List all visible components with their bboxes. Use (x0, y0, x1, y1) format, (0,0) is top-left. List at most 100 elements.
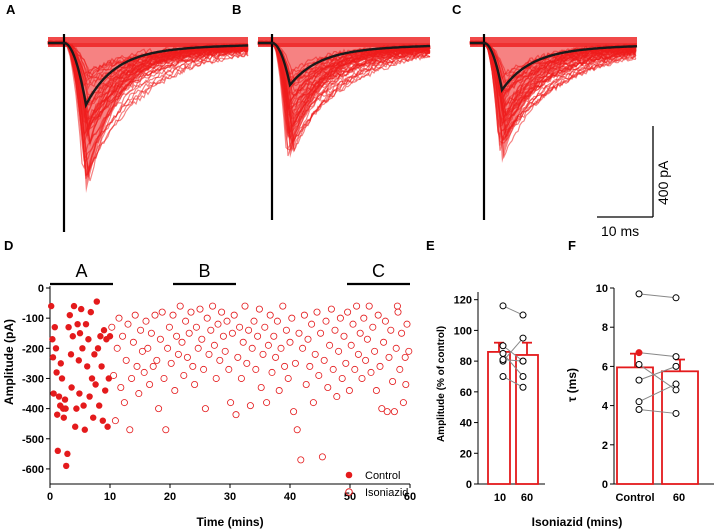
isoniazid-point (183, 353, 191, 361)
isoniazid-point (214, 320, 222, 328)
panel-d-y-tick-label: -200 (22, 343, 44, 355)
isoniazid-point (230, 311, 238, 319)
isoniazid-point (308, 320, 316, 328)
isoniazid-point (113, 344, 121, 352)
control-point (67, 351, 75, 358)
control-point (90, 414, 97, 421)
panel-d-xlabel: Time (mins) (196, 515, 263, 529)
control-point (85, 336, 92, 343)
isoniazid-point (207, 326, 215, 334)
panel-e-y-tick-label: 20 (460, 448, 472, 460)
control-point (50, 390, 57, 397)
panel-d-y-tick-label: -600 (22, 464, 44, 476)
isoniazid-point (246, 402, 254, 410)
isoniazid-point (374, 311, 382, 319)
isoniazid-point (338, 374, 346, 382)
isoniazid-point (144, 344, 152, 352)
isoniazid-point (164, 344, 172, 352)
scale-bar-amplitude-label: 400 pA (655, 160, 671, 205)
panel-f-bar (616, 366, 654, 485)
isoniazid-point (245, 326, 253, 334)
control-point (86, 393, 93, 400)
isoniazid-point (376, 362, 384, 370)
panel-f-pair-line (638, 364, 677, 391)
panel-label-c: C (452, 2, 462, 17)
panel-e-ylabel: Amplitude (% of control) (436, 326, 447, 442)
control-point (60, 414, 67, 421)
isoniazid-point (243, 359, 251, 367)
isoniazid-point (151, 311, 159, 319)
isoniazid-point (320, 356, 328, 364)
isoniazid-point (131, 311, 139, 319)
isoniazid-point (135, 390, 143, 398)
isoniazid-point (387, 326, 395, 334)
panel-f-pair-line (638, 293, 677, 299)
isoniazid-point (254, 332, 262, 340)
panel-e-pair-line (502, 337, 524, 362)
isoniazid-point (329, 365, 337, 373)
trace-envelope (64, 43, 248, 193)
control-point (104, 423, 111, 430)
control-point (97, 333, 104, 340)
isoniazid-point (110, 371, 118, 379)
control-point (73, 405, 80, 412)
isoniazid-point (302, 380, 310, 388)
panel-e-pair-line (502, 376, 524, 388)
isoniazid-point (268, 368, 276, 376)
panel-f-pair-line (638, 409, 677, 414)
isoniazid-point (358, 374, 366, 382)
isoniazid-point (293, 426, 301, 434)
isoniazid-point (174, 350, 182, 358)
isoniazid-point (182, 317, 190, 325)
isoniazid-point (322, 317, 330, 325)
panel-f-pair-line (638, 383, 677, 403)
panel-e-x-tick-label: 60 (521, 492, 533, 504)
isoniazid-point (273, 317, 281, 325)
isoniazid-point (385, 353, 393, 361)
panel-e-pair-point (499, 356, 507, 364)
trace-envelope (484, 43, 637, 163)
isoniazid-point (353, 302, 361, 310)
isoniazid-point (272, 353, 280, 361)
isoniazid-point (155, 405, 163, 413)
isoniazid-point (344, 308, 352, 316)
panel-e-pair-line (502, 353, 524, 377)
panel-f-pair-point (635, 349, 643, 357)
trace-envelope (272, 43, 430, 158)
isoniazid-point (178, 338, 186, 346)
panel-f-pair-point (635, 406, 643, 414)
control-point (75, 357, 83, 364)
panel-e-bars: 0 20 40 60 80 100 120 10 60 (454, 292, 545, 504)
control-point (70, 302, 78, 310)
control-point (62, 462, 70, 470)
panel-e-y-tick-label: 60 (460, 387, 472, 399)
isoniazid-point (158, 308, 166, 316)
isoniazid-point (122, 356, 130, 364)
control-point (91, 351, 98, 358)
isoniazid-point (313, 308, 321, 316)
control-point (79, 345, 86, 352)
isoniazid-point (390, 408, 398, 416)
control-point (96, 402, 103, 409)
control-point (78, 305, 85, 313)
legend-control-marker (345, 471, 353, 479)
baseline-band (48, 37, 248, 47)
isoniazid-point (196, 305, 204, 313)
isoniazid-point (250, 317, 258, 325)
panel-e-pair-point (519, 383, 527, 391)
isoniazid-point (228, 329, 236, 337)
isoniazid-point (237, 374, 245, 382)
isoniazid-point (241, 302, 249, 310)
control-point (62, 405, 69, 412)
isoniazid-point (335, 347, 343, 355)
isoniazid-point (108, 323, 116, 331)
isoniazid-point (295, 329, 303, 337)
control-point (82, 320, 90, 328)
control-point (98, 363, 105, 370)
isoniazid-point (212, 374, 220, 382)
panel-d-ylabel: Amplitude (pA) (2, 319, 16, 405)
legend-isoniazid-marker (345, 488, 353, 496)
isoniazid-point (393, 302, 401, 310)
panel-e-pair-point (519, 311, 527, 319)
isoniazid-point (405, 347, 413, 355)
